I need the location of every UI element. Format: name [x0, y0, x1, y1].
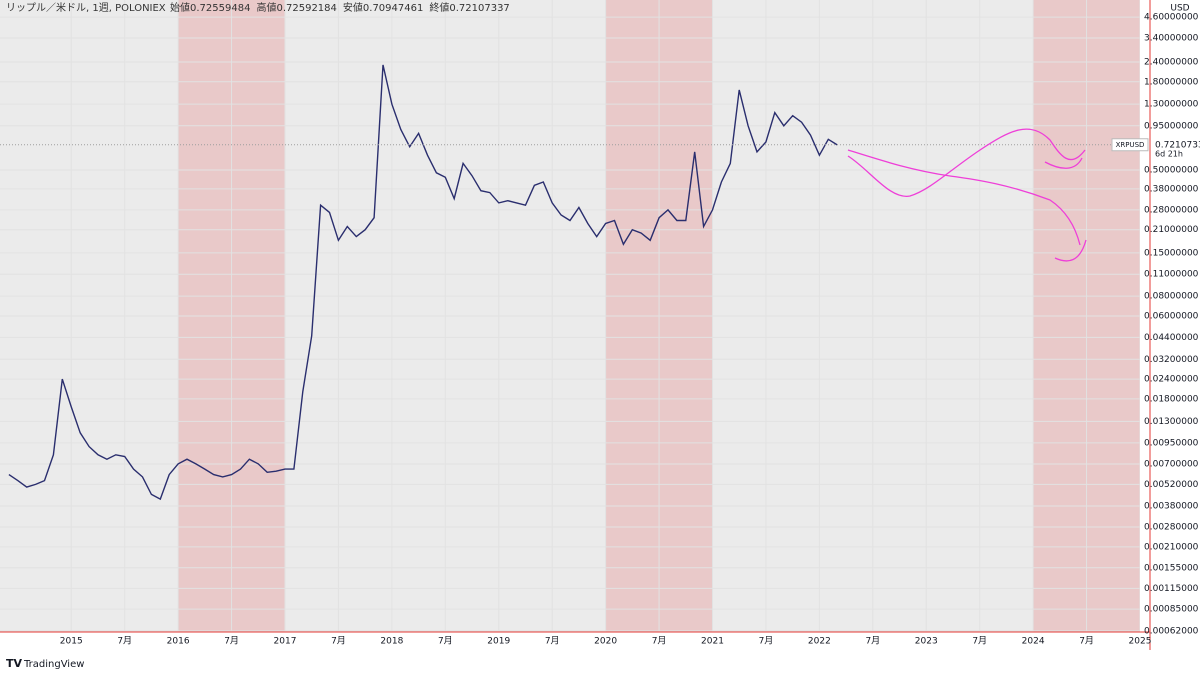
- drawing: [847, 149, 1081, 246]
- footer: TradingView: [23, 659, 84, 670]
- y-tick-label: 0.00115000: [1144, 584, 1199, 594]
- y-tick-label: 0.38000000: [1144, 184, 1199, 194]
- y-tick-label: 0.00380000: [1144, 502, 1199, 512]
- y-tick-label: 0.21000000: [1144, 225, 1199, 235]
- x-tick-label: 7月: [1079, 636, 1094, 647]
- x-tick-label: 2025: [1129, 637, 1152, 647]
- y-tick-label: 0.02400000: [1144, 375, 1199, 385]
- y-tick-label: 0.00280000: [1144, 523, 1199, 533]
- x-tick-label: 2024: [1022, 637, 1045, 647]
- drawing: [1044, 157, 1083, 169]
- y-tick-label: 0.00520000: [1144, 480, 1199, 490]
- y-tick-label: 0.01300000: [1144, 417, 1199, 427]
- y-unit: USD: [1170, 4, 1189, 14]
- ohlc-value: 0.70947461: [363, 3, 423, 14]
- y-tick-label: 0.00085000: [1144, 605, 1199, 615]
- ohlc-value: 0.72559484: [190, 3, 250, 14]
- x-tick-label: 2015: [60, 637, 83, 647]
- x-tick-label: 7月: [117, 636, 132, 647]
- countdown: 6d 21h: [1155, 149, 1183, 158]
- x-tick-label: 7月: [545, 636, 560, 647]
- y-tick-label: 0.00210000: [1144, 542, 1199, 552]
- price-tag-box: [1151, 137, 1200, 160]
- y-tick-label: 0.50000000: [1144, 165, 1199, 175]
- y-tick-label: 1.80000000: [1144, 77, 1199, 87]
- y-tick-label: 2.40000000: [1144, 57, 1199, 67]
- y-tick-label: 0.01800000: [1144, 394, 1199, 404]
- chart-title: リップル／米ドル, 1週, POLONIEX: [6, 1, 166, 14]
- x-tick-label: 2023: [915, 637, 938, 647]
- ohlc-value: 0.72592184: [276, 3, 336, 14]
- y-tick-label: 0.08000000: [1144, 292, 1199, 302]
- y-tick-label: 0.00700000: [1144, 459, 1199, 469]
- x-tick-label: 2017: [274, 637, 297, 647]
- x-tick-label: 2016: [167, 637, 190, 647]
- x-tick-label: 7月: [759, 636, 774, 647]
- y-tick-label: 0.15000000: [1144, 248, 1199, 258]
- y-tick-label: 0.00950000: [1144, 438, 1199, 448]
- y-tick-label: 3.40000000: [1144, 33, 1199, 43]
- x-tick-label: 2020: [594, 637, 617, 647]
- y-tick-label: 0.11000000: [1144, 270, 1199, 280]
- x-tick-label: 7月: [972, 636, 987, 647]
- drawing: [1054, 239, 1087, 262]
- x-tick-label: 7月: [652, 636, 667, 647]
- y-tick-label: 0.00062000: [1144, 626, 1199, 636]
- ohlc-label: 高値: [256, 1, 276, 14]
- x-tick-label: 2022: [808, 637, 831, 647]
- x-tick-label: 7月: [438, 636, 453, 647]
- ohlc-value: 0.72107337: [449, 3, 509, 14]
- x-tick-label: 7月: [331, 636, 346, 647]
- logo: TV: [6, 657, 23, 670]
- ohlc-label: 始値: [170, 1, 190, 14]
- ohlc-label: 終値: [429, 1, 449, 14]
- y-tick-label: 4.60000000: [1144, 13, 1199, 23]
- symbol-tag: XRPUSD: [1116, 141, 1145, 149]
- x-tick-label: 2018: [380, 637, 403, 647]
- y-tick-label: 1.30000000: [1144, 100, 1199, 110]
- ohlc-label: 安値: [343, 1, 363, 14]
- x-tick-label: 7月: [224, 636, 239, 647]
- x-tick-label: 2019: [487, 637, 510, 647]
- x-tick-label: 2021: [701, 637, 724, 647]
- symbol-tag-box: [1111, 138, 1149, 152]
- y-tick-label: 0.04400000: [1144, 333, 1199, 343]
- price-tag: 0.72107337: [1155, 140, 1200, 150]
- price-axis: [1140, 0, 1200, 650]
- y-tick-label: 0.95000000: [1144, 121, 1199, 131]
- y-tick-label: 0.06000000: [1144, 311, 1199, 321]
- x-tick-label: 7月: [865, 636, 880, 647]
- y-tick-label: 0.28000000: [1144, 205, 1199, 215]
- y-tick-label: 0.00155000: [1144, 563, 1199, 573]
- y-tick-label: 0.03200000: [1144, 355, 1199, 365]
- drawing: [847, 128, 1086, 197]
